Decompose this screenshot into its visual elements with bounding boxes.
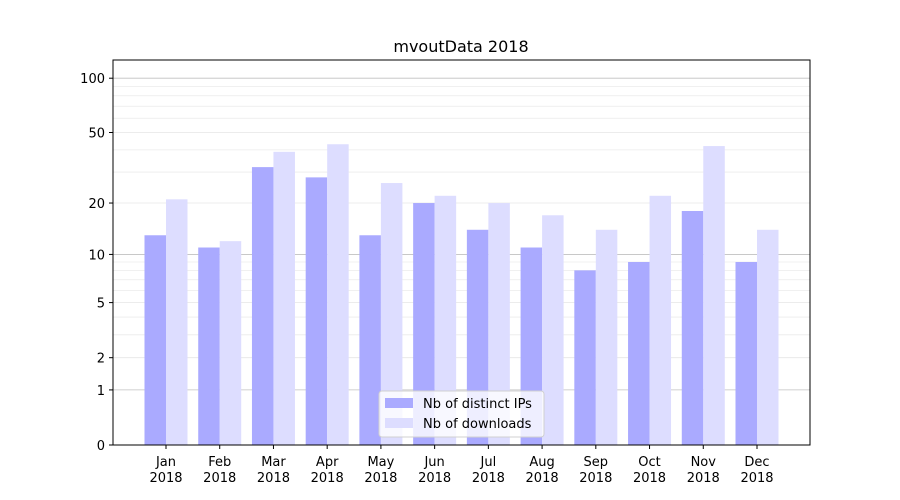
- x-tick-label: Mar 2018: [257, 455, 290, 486]
- x-tick-label: Dec 2018: [740, 455, 773, 486]
- x-tick-label: Feb 2018: [203, 455, 236, 486]
- x-tick-label: Nov 2018: [687, 455, 720, 486]
- x-tick-label: Jan 2018: [149, 455, 182, 486]
- y-tick-label: 50: [88, 127, 105, 142]
- chart-title: mvoutData 2018: [393, 37, 528, 56]
- y-tick-label: 0: [97, 439, 105, 454]
- bar-distinct-ips: [305, 177, 328, 445]
- y-tick-label: 100: [80, 72, 105, 87]
- bar-downloads: [273, 151, 295, 445]
- x-tick-label: Oct 2018: [633, 455, 666, 486]
- bar-distinct-ips: [413, 203, 435, 445]
- bar-downloads: [757, 229, 779, 445]
- bar-downloads: [703, 146, 725, 445]
- legend-label: Nb of downloads: [423, 417, 532, 432]
- bar-downloads: [595, 229, 618, 445]
- bar-downloads: [542, 215, 564, 445]
- bar-distinct-ips: [144, 235, 166, 445]
- x-tick-label: Jul 2018: [472, 455, 505, 486]
- y-tick-label: 5: [97, 297, 105, 312]
- bar-distinct-ips: [198, 247, 220, 445]
- bar-downloads: [166, 199, 188, 445]
- y-tick-label: 10: [88, 248, 105, 263]
- bar-distinct-ips: [735, 261, 757, 445]
- legend: Nb of distinct IPs Nb of downloads: [378, 390, 545, 438]
- x-tick-label: Jun 2018: [418, 455, 451, 486]
- bar-downloads: [488, 203, 510, 445]
- axes-frame: [112, 59, 811, 446]
- legend-swatch: [385, 418, 413, 428]
- y-tick-label: 20: [88, 197, 105, 212]
- x-tick-label: May 2018: [364, 455, 397, 486]
- bar-downloads: [434, 195, 457, 445]
- bar-distinct-ips: [681, 210, 704, 445]
- bars: [144, 144, 779, 445]
- x-tick-label: Aug 2018: [526, 455, 559, 486]
- legend-box: [378, 390, 545, 438]
- bar-downloads: [327, 144, 349, 445]
- x-axis: Jan 2018 Feb 2018 Mar 2018 Apr 2018 May 2018 Jun 20…: [149, 445, 774, 486]
- y-tick-label: 1: [97, 384, 105, 399]
- y-tick-label: 2: [97, 352, 105, 367]
- legend-label: Nb of distinct IPs: [423, 397, 532, 412]
- bar-downloads: [219, 241, 242, 445]
- bar-downloads: [649, 195, 672, 445]
- bar-distinct-ips: [574, 270, 596, 445]
- bar-downloads: [380, 183, 403, 445]
- bar-distinct-ips: [251, 167, 274, 445]
- bar-distinct-ips: [359, 235, 381, 445]
- x-tick-label: Apr 2018: [311, 455, 344, 486]
- x-tick-label: Sep 2018: [579, 455, 612, 486]
- y-axis: 0 1 2 5 10 20 50 100: [80, 72, 113, 454]
- legend-swatch: [385, 398, 413, 408]
- bar-distinct-ips: [628, 261, 650, 445]
